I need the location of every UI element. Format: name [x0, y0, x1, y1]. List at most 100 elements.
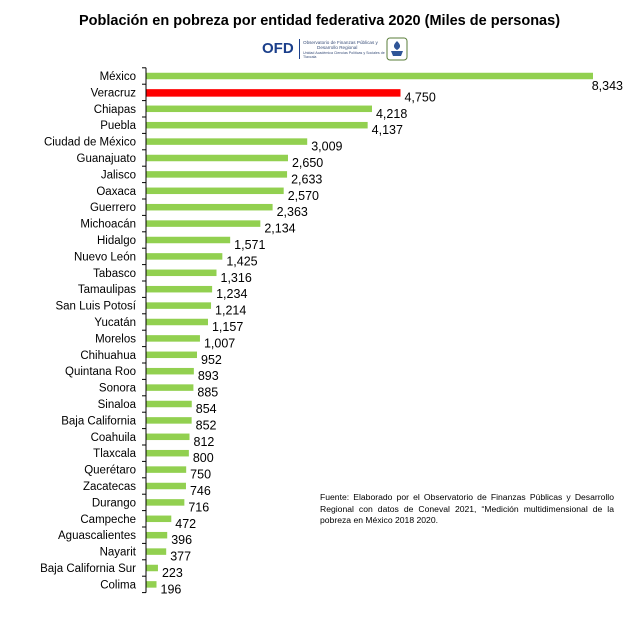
bar	[146, 187, 284, 195]
value-label: 952	[201, 353, 222, 367]
bar	[146, 236, 231, 244]
bar	[146, 384, 194, 391]
category-label: Nayarit	[100, 547, 137, 559]
bar	[146, 449, 189, 457]
value-label: 196	[161, 582, 182, 596]
logo-divider	[299, 39, 300, 59]
category-label: Coahuila	[91, 432, 137, 444]
bar	[146, 335, 200, 342]
bar	[146, 302, 212, 309]
bars-layer: México 8,343 Veracruz 4,750 Chiapas 4,218 Pueb…	[40, 67, 623, 596]
logo-line-1: Observatorio de Finanzas Públicas y	[303, 40, 378, 45]
bar-highlight	[146, 89, 401, 97]
bar	[146, 367, 194, 375]
category-label: Chiapas	[94, 104, 136, 116]
category-label: Guerrero	[90, 202, 136, 214]
category-label: Baja California Sur	[40, 563, 136, 575]
logo-line-2: Desarrollo Regional	[317, 45, 358, 51]
category-label: Durango	[92, 497, 136, 509]
category-label: Baja California	[61, 415, 136, 427]
value-label: 2,633	[291, 172, 322, 186]
value-label: 812	[194, 435, 215, 449]
bar	[146, 499, 185, 506]
value-label: 4,750	[404, 90, 435, 104]
bar	[146, 220, 261, 227]
value-label: 2,134	[264, 222, 295, 236]
category-label: Aguascalientes	[58, 530, 136, 542]
bar	[146, 531, 168, 539]
category-label: Veracruz	[91, 87, 137, 99]
value-label: 223	[162, 566, 183, 580]
bar	[146, 564, 158, 572]
value-label: 8,343	[592, 79, 623, 93]
bar	[146, 433, 190, 441]
bar	[146, 72, 593, 80]
category-label: Tamaulipas	[78, 284, 136, 296]
value-label: 1,316	[221, 271, 252, 285]
value-label: 1,425	[226, 254, 257, 268]
category-label: Morelos	[95, 333, 136, 345]
value-label: 854	[196, 402, 217, 416]
bar	[146, 351, 198, 359]
chart-title: Población en pobreza por entidad federat…	[78, 13, 561, 29]
category-label: Jalisco	[101, 169, 136, 181]
category-label: Michoacán	[80, 219, 136, 231]
value-label: 750	[190, 468, 211, 482]
category-label: Zacatecas	[83, 481, 136, 493]
bar	[146, 318, 208, 326]
value-label: 852	[196, 418, 217, 432]
value-label: 1,214	[215, 304, 246, 318]
bar	[146, 417, 192, 424]
value-label: 1,157	[212, 320, 243, 334]
bar	[146, 285, 213, 293]
logo-text: Observatorio de Finanzas Públicas y Desa…	[303, 40, 385, 60]
bar	[146, 121, 368, 129]
category-label: Tlaxcala	[93, 448, 136, 460]
category-label: Sinaloa	[98, 399, 137, 411]
value-label: 2,570	[288, 189, 319, 203]
category-label: Campeche	[80, 514, 136, 526]
value-label: 472	[175, 517, 196, 531]
ofd-logo: OFD Observatorio de Finanzas Públicas y …	[262, 37, 410, 63]
bar	[146, 105, 372, 113]
category-label: San Luis Potosí	[55, 301, 136, 313]
bar	[146, 482, 186, 490]
value-label: 1,571	[234, 238, 265, 252]
bar	[146, 203, 273, 211]
bar	[146, 515, 172, 523]
category-label: Quintana Roo	[65, 366, 136, 378]
bar	[146, 269, 217, 277]
bar	[146, 548, 167, 555]
category-label: Oaxaca	[96, 186, 136, 198]
value-label: 716	[188, 500, 209, 514]
value-label: 746	[190, 484, 211, 498]
bar	[146, 466, 187, 473]
value-label: 2,363	[277, 205, 308, 219]
value-label: 1,234	[216, 287, 247, 301]
category-label: Puebla	[100, 120, 136, 132]
source-note: Fuente: Elaborado por el Observatorio de…	[320, 492, 614, 525]
category-label: Querétaro	[84, 465, 136, 477]
category-label: Hidalgo	[97, 235, 136, 247]
bar	[146, 154, 288, 162]
category-label: Guanajuato	[77, 153, 136, 165]
bar	[146, 581, 157, 588]
category-label: Colima	[100, 579, 136, 591]
category-label: Nuevo León	[74, 251, 136, 263]
value-label: 377	[170, 550, 191, 564]
category-label: Ciudad de México	[44, 137, 136, 149]
value-label: 2,650	[292, 156, 323, 170]
seal-icon	[386, 37, 408, 61]
logo-acronym: OFD	[262, 40, 294, 57]
value-label: 1,007	[204, 336, 235, 350]
category-label: Yucatán	[94, 317, 136, 329]
value-label: 4,218	[376, 107, 407, 121]
logo-tagline: Unidad Académica Ciencias Políticas y So…	[303, 50, 385, 60]
bar	[146, 138, 308, 145]
category-label: México	[100, 71, 136, 83]
value-label: 396	[171, 533, 192, 547]
category-label: Chihuahua	[80, 350, 136, 362]
value-label: 885	[197, 386, 218, 400]
bar	[146, 253, 223, 260]
